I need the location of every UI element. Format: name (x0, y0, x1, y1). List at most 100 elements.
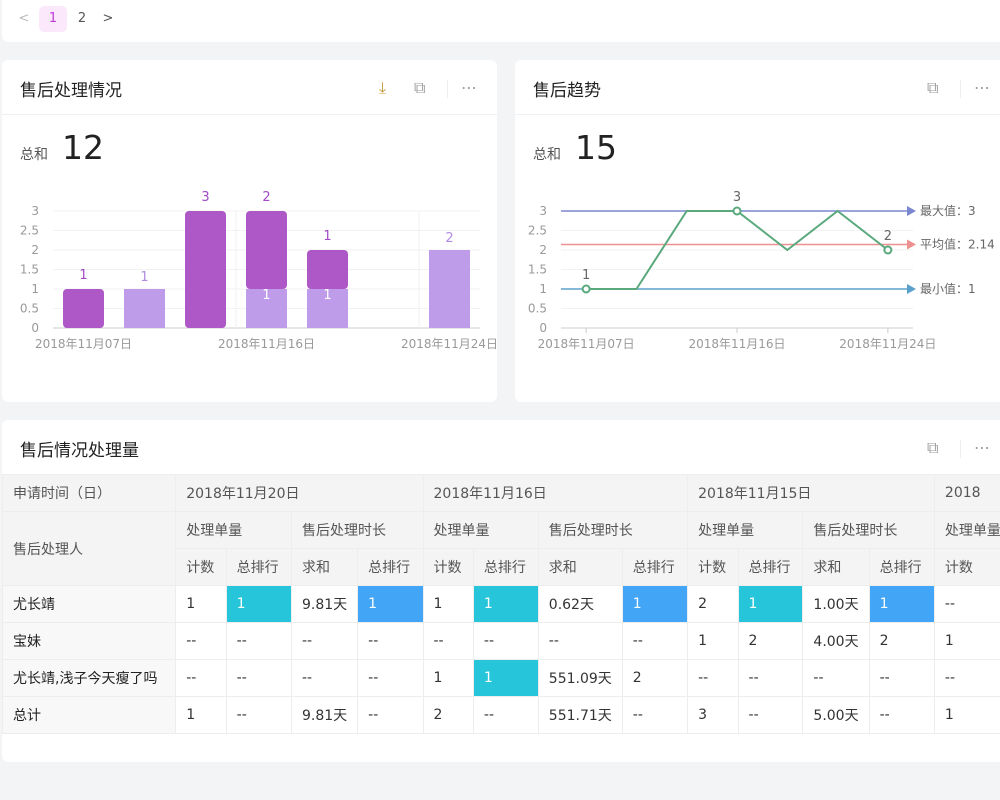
expand-icon[interactable]: ⧉ (414, 78, 426, 97)
card-title: 售后趋势 (533, 81, 601, 101)
y-tick-label: 1.5 (528, 263, 547, 277)
bar-chart: 0 0.5 1 1.5 2 2.5 3 2018年11月07日 2018年11月16日 2018年… (20, 190, 497, 351)
y-tick-label: 2.5 (528, 224, 547, 238)
table-cell: 1 (687, 622, 739, 660)
pagination-bar: < 1 2 > (2, 0, 1000, 42)
group-header: 处理单量 (687, 511, 804, 549)
table-cell: -- (868, 696, 935, 734)
table-cell: 1 (933, 622, 1000, 660)
sub-header: 计数 (422, 548, 474, 586)
sub-header: 总排行 (357, 548, 424, 586)
y-tick-label: 2 (31, 243, 39, 257)
sub-header: 总排行 (737, 548, 804, 586)
point-label: 1 (582, 268, 590, 283)
sub-header: 求和 (290, 548, 359, 586)
table-cell: 2 (687, 585, 739, 623)
y-tick-label: 0.5 (528, 302, 547, 316)
table-cell: 3 (687, 696, 739, 734)
table-cell: 1 (472, 659, 539, 697)
table-cell: -- (422, 622, 474, 660)
next-page-button[interactable]: > (102, 11, 114, 26)
bar-dark (63, 289, 104, 328)
date-header: 2018年11月16日 (422, 474, 689, 512)
table-cell: 551.71天 (537, 696, 623, 734)
row-name: 总计 (2, 696, 177, 734)
more-icon[interactable]: ⋯ (974, 438, 990, 457)
table-cell: -- (621, 622, 689, 660)
y-tick-label: 2 (539, 243, 547, 257)
table-row: 尤长靖 1 1 9.81天 1 1 1 0.62天 1 2 1 1.00天 1 -- (2, 585, 1000, 623)
bar-light (307, 289, 348, 328)
sub-header: 总排行 (868, 548, 935, 586)
y-tick-label: 0 (539, 321, 547, 335)
group-header: 售后处理时长 (537, 511, 689, 549)
table-cell: -- (175, 659, 227, 697)
more-icon[interactable]: ⋯ (461, 78, 477, 97)
prev-page-button[interactable]: < (18, 11, 30, 26)
arrow-icon (907, 284, 916, 294)
table-cell: -- (472, 696, 539, 734)
y-tick-label: 0.5 (20, 302, 39, 316)
after-sales-trend-card: 售后趋势 ⧉ ⋯ 总和 15 0 0.5 1 1.5 2 2.5 3 2018年11月07日 2… (515, 60, 1000, 402)
table-cell: -- (802, 659, 870, 697)
table-cell: -- (357, 622, 424, 660)
expand-icon[interactable]: ⧉ (927, 78, 939, 97)
date-header: 2018 (933, 474, 1000, 512)
bar-dark (185, 211, 226, 328)
table-row: 尤长靖,浅子今天瘦了吗 -- -- -- -- 1 1 551.09天 2 -- -- -- -- -- (2, 659, 1000, 697)
group-header: 处理单量 (933, 511, 1000, 549)
table-cell: 1 (422, 585, 474, 623)
table-cell: -- (175, 622, 227, 660)
table-cell: 1 (737, 585, 804, 623)
table-cell: -- (290, 659, 359, 697)
group-header: 处理单量 (422, 511, 539, 549)
download-icon[interactable]: ⤓ (379, 78, 387, 97)
table-cell: 2 (868, 622, 935, 660)
table-cell: 1 (175, 585, 227, 623)
card-title: 售后情况处理量 (20, 441, 139, 461)
page-2-button[interactable]: 2 (77, 11, 87, 26)
point-label: 3 (733, 190, 741, 205)
bar-data-label: 1 (140, 270, 148, 285)
page-1-button[interactable]: 1 (39, 6, 67, 32)
table-cell: -- (225, 622, 292, 660)
x-tick-label: 2018年11月24日 (839, 337, 936, 351)
expand-icon[interactable]: ⧉ (927, 438, 939, 457)
mark-line-label: 最大值：3 (920, 203, 976, 218)
table-cell: 1 (868, 585, 935, 623)
y-tick-label: 1.5 (20, 263, 39, 277)
sub-header: 计数 (687, 548, 739, 586)
divider (515, 114, 1000, 115)
bar-light (124, 289, 165, 328)
table-cell: -- (621, 696, 689, 734)
pivot-table: 申请时间（日） 2018年11月20日 2018年11月16日 2018年11月15日… (2, 474, 1000, 734)
sum-label: 总和 (20, 147, 48, 163)
line-chart: 0 0.5 1 1.5 2 2.5 3 2018年11月07日 2018年11月16日 2018年… (528, 190, 995, 351)
date-header: 2018年11月15日 (687, 474, 935, 512)
card-title: 售后处理情况 (20, 81, 122, 101)
table-cell: -- (737, 659, 804, 697)
sub-header: 计数 (175, 548, 227, 586)
after-sales-status-card: 售后处理情况 ⤓ ⧉ ⋯ 总和 12 0 0.5 1 1.5 2 2.5 3 2018年11月… (2, 60, 497, 402)
y-tick-label: 3 (31, 204, 39, 218)
table-cell: -- (290, 622, 359, 660)
sub-header: 总排行 (225, 548, 292, 586)
more-icon[interactable]: ⋯ (974, 78, 990, 97)
sub-header: 求和 (537, 548, 623, 586)
sum-value: 12 (62, 128, 104, 167)
sum-value: 15 (575, 128, 617, 167)
table-cell: -- (225, 696, 292, 734)
bar-data-label: 1 (79, 268, 87, 283)
table-cell: 1.00天 (802, 585, 870, 623)
table-cell: 2 (621, 659, 689, 697)
bar-data-label: 2 (262, 190, 270, 205)
group-header: 售后处理时长 (290, 511, 424, 549)
x-tick-label: 2018年11月16日 (688, 337, 785, 351)
data-point (581, 284, 591, 294)
bar-data-label: 3 (201, 190, 209, 205)
table-cell: -- (933, 585, 1000, 623)
sub-header: 计数 (933, 548, 1000, 586)
group-header: 处理单量 (175, 511, 292, 549)
table-cell: -- (357, 659, 424, 697)
y-tick-label: 1 (539, 282, 547, 296)
